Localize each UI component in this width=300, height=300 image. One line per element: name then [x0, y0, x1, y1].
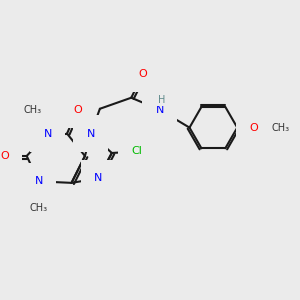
Text: CH₃: CH₃: [24, 105, 42, 115]
Text: CH₃: CH₃: [272, 123, 290, 133]
Text: O: O: [249, 123, 258, 133]
Text: H: H: [158, 95, 165, 105]
Text: Cl: Cl: [132, 146, 143, 157]
Text: O: O: [0, 151, 9, 161]
Text: O: O: [139, 69, 148, 79]
Text: CH₃: CH₃: [30, 203, 48, 213]
Text: N: N: [34, 176, 43, 186]
Text: N: N: [44, 129, 52, 139]
Text: N: N: [155, 105, 164, 115]
Text: N: N: [94, 173, 103, 183]
Text: N: N: [87, 129, 95, 139]
Text: O: O: [73, 105, 82, 115]
